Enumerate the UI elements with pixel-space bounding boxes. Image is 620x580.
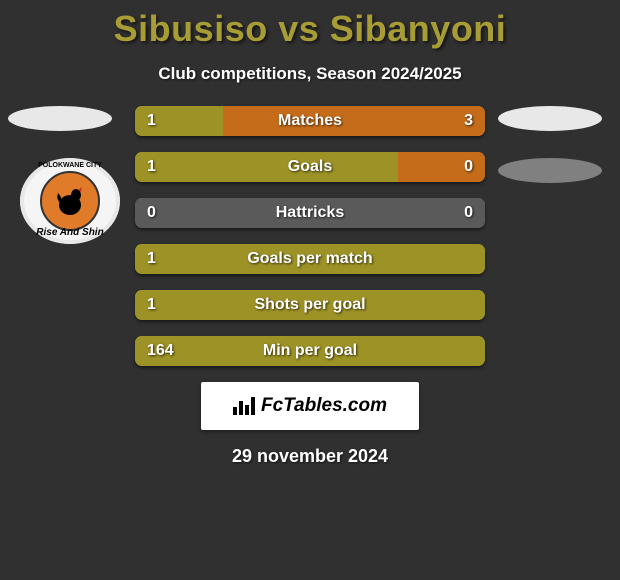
content-area: POLOKWANE CITY Rise And Shin 13Matches 10… [0, 106, 620, 467]
stat-row: 00Hattricks [135, 198, 485, 228]
club-badge-ring-text: POLOKWANE CITY [38, 162, 102, 169]
brand-text: FcTables.com [261, 395, 387, 417]
stat-row: 13Matches [135, 106, 485, 136]
player1-avatar-placeholder [8, 106, 112, 131]
stat-label: Matches [135, 106, 485, 136]
stat-label: Shots per goal [135, 290, 485, 320]
player1-name: Sibusiso [114, 8, 268, 49]
stat-label: Goals per match [135, 244, 485, 274]
stat-label: Goals [135, 152, 485, 182]
comparison-title: Sibusiso vs Sibanyoni [0, 0, 620, 50]
stat-label: Hattricks [135, 198, 485, 228]
player2-name: Sibanyoni [330, 8, 507, 49]
player1-club-badge: POLOKWANE CITY Rise And Shin [20, 158, 120, 244]
stat-row: 10Goals [135, 152, 485, 182]
stats-bars: 13Matches 10Goals 00Hattricks 1Goals per ma… [135, 106, 485, 366]
subtitle: Club competitions, Season 2024/2025 [0, 64, 620, 84]
player2-avatar-placeholder [498, 106, 602, 131]
stat-label: Min per goal [135, 336, 485, 366]
bar-chart-icon [233, 397, 255, 415]
vs-text: vs [278, 8, 319, 49]
stat-row: 1Shots per goal [135, 290, 485, 320]
rooster-icon [50, 181, 90, 221]
stat-row: 164Min per goal [135, 336, 485, 366]
brand-box: FcTables.com [201, 382, 419, 430]
stat-row: 1Goals per match [135, 244, 485, 274]
player2-club-placeholder [498, 158, 602, 183]
footer-date: 29 november 2024 [0, 446, 620, 467]
club-badge-emblem [40, 171, 100, 231]
club-badge-banner: Rise And Shin [20, 227, 120, 238]
